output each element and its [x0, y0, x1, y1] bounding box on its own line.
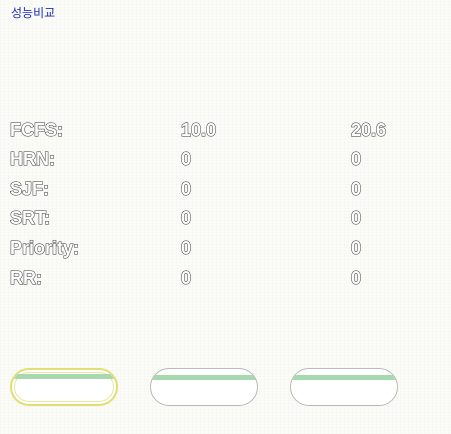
row-hrn: HRN: 0 0 — [10, 146, 440, 172]
row-value-1: 0 — [180, 238, 192, 259]
row-rr: RR: 0 0 — [10, 265, 440, 291]
row-sjf: SJF: 0 0 — [9, 176, 440, 202]
button-1[interactable] — [10, 368, 118, 406]
row-value-2: 0 — [350, 268, 362, 289]
row-priority: Priority: 0 0 — [9, 235, 440, 261]
row-label: RR: — [10, 268, 43, 289]
row-label: SRT: — [10, 208, 51, 229]
button-3-stripe — [291, 375, 397, 380]
row-value-1: 0 — [180, 208, 192, 229]
button-1-stripe — [12, 374, 116, 379]
page-title: 성능비교 — [11, 6, 56, 20]
row-value-1: 10.0 — [180, 120, 217, 141]
button-1-focus-ring — [14, 372, 114, 402]
row-srt: SRT: 0 0 — [10, 205, 440, 231]
row-value-2: 20.6 — [350, 120, 387, 141]
row-label: Priority: — [9, 238, 80, 259]
button-3[interactable] — [290, 368, 398, 406]
row-value-1: 0 — [180, 179, 192, 200]
row-value-1: 0 — [180, 268, 192, 289]
row-value-1: 0 — [180, 149, 192, 170]
row-value-2: 0 — [350, 238, 362, 259]
row-value-2: 0 — [350, 208, 362, 229]
row-label: FCFS: — [10, 120, 64, 141]
button-2-stripe — [151, 375, 257, 380]
row-label: SJF: — [9, 179, 50, 200]
row-fcfs: FCFS: 10.0 20.6 — [10, 117, 440, 143]
row-label: HRN: — [10, 149, 56, 170]
row-value-2: 0 — [350, 149, 362, 170]
row-value-2: 0 — [350, 179, 362, 200]
button-2[interactable] — [150, 368, 258, 406]
